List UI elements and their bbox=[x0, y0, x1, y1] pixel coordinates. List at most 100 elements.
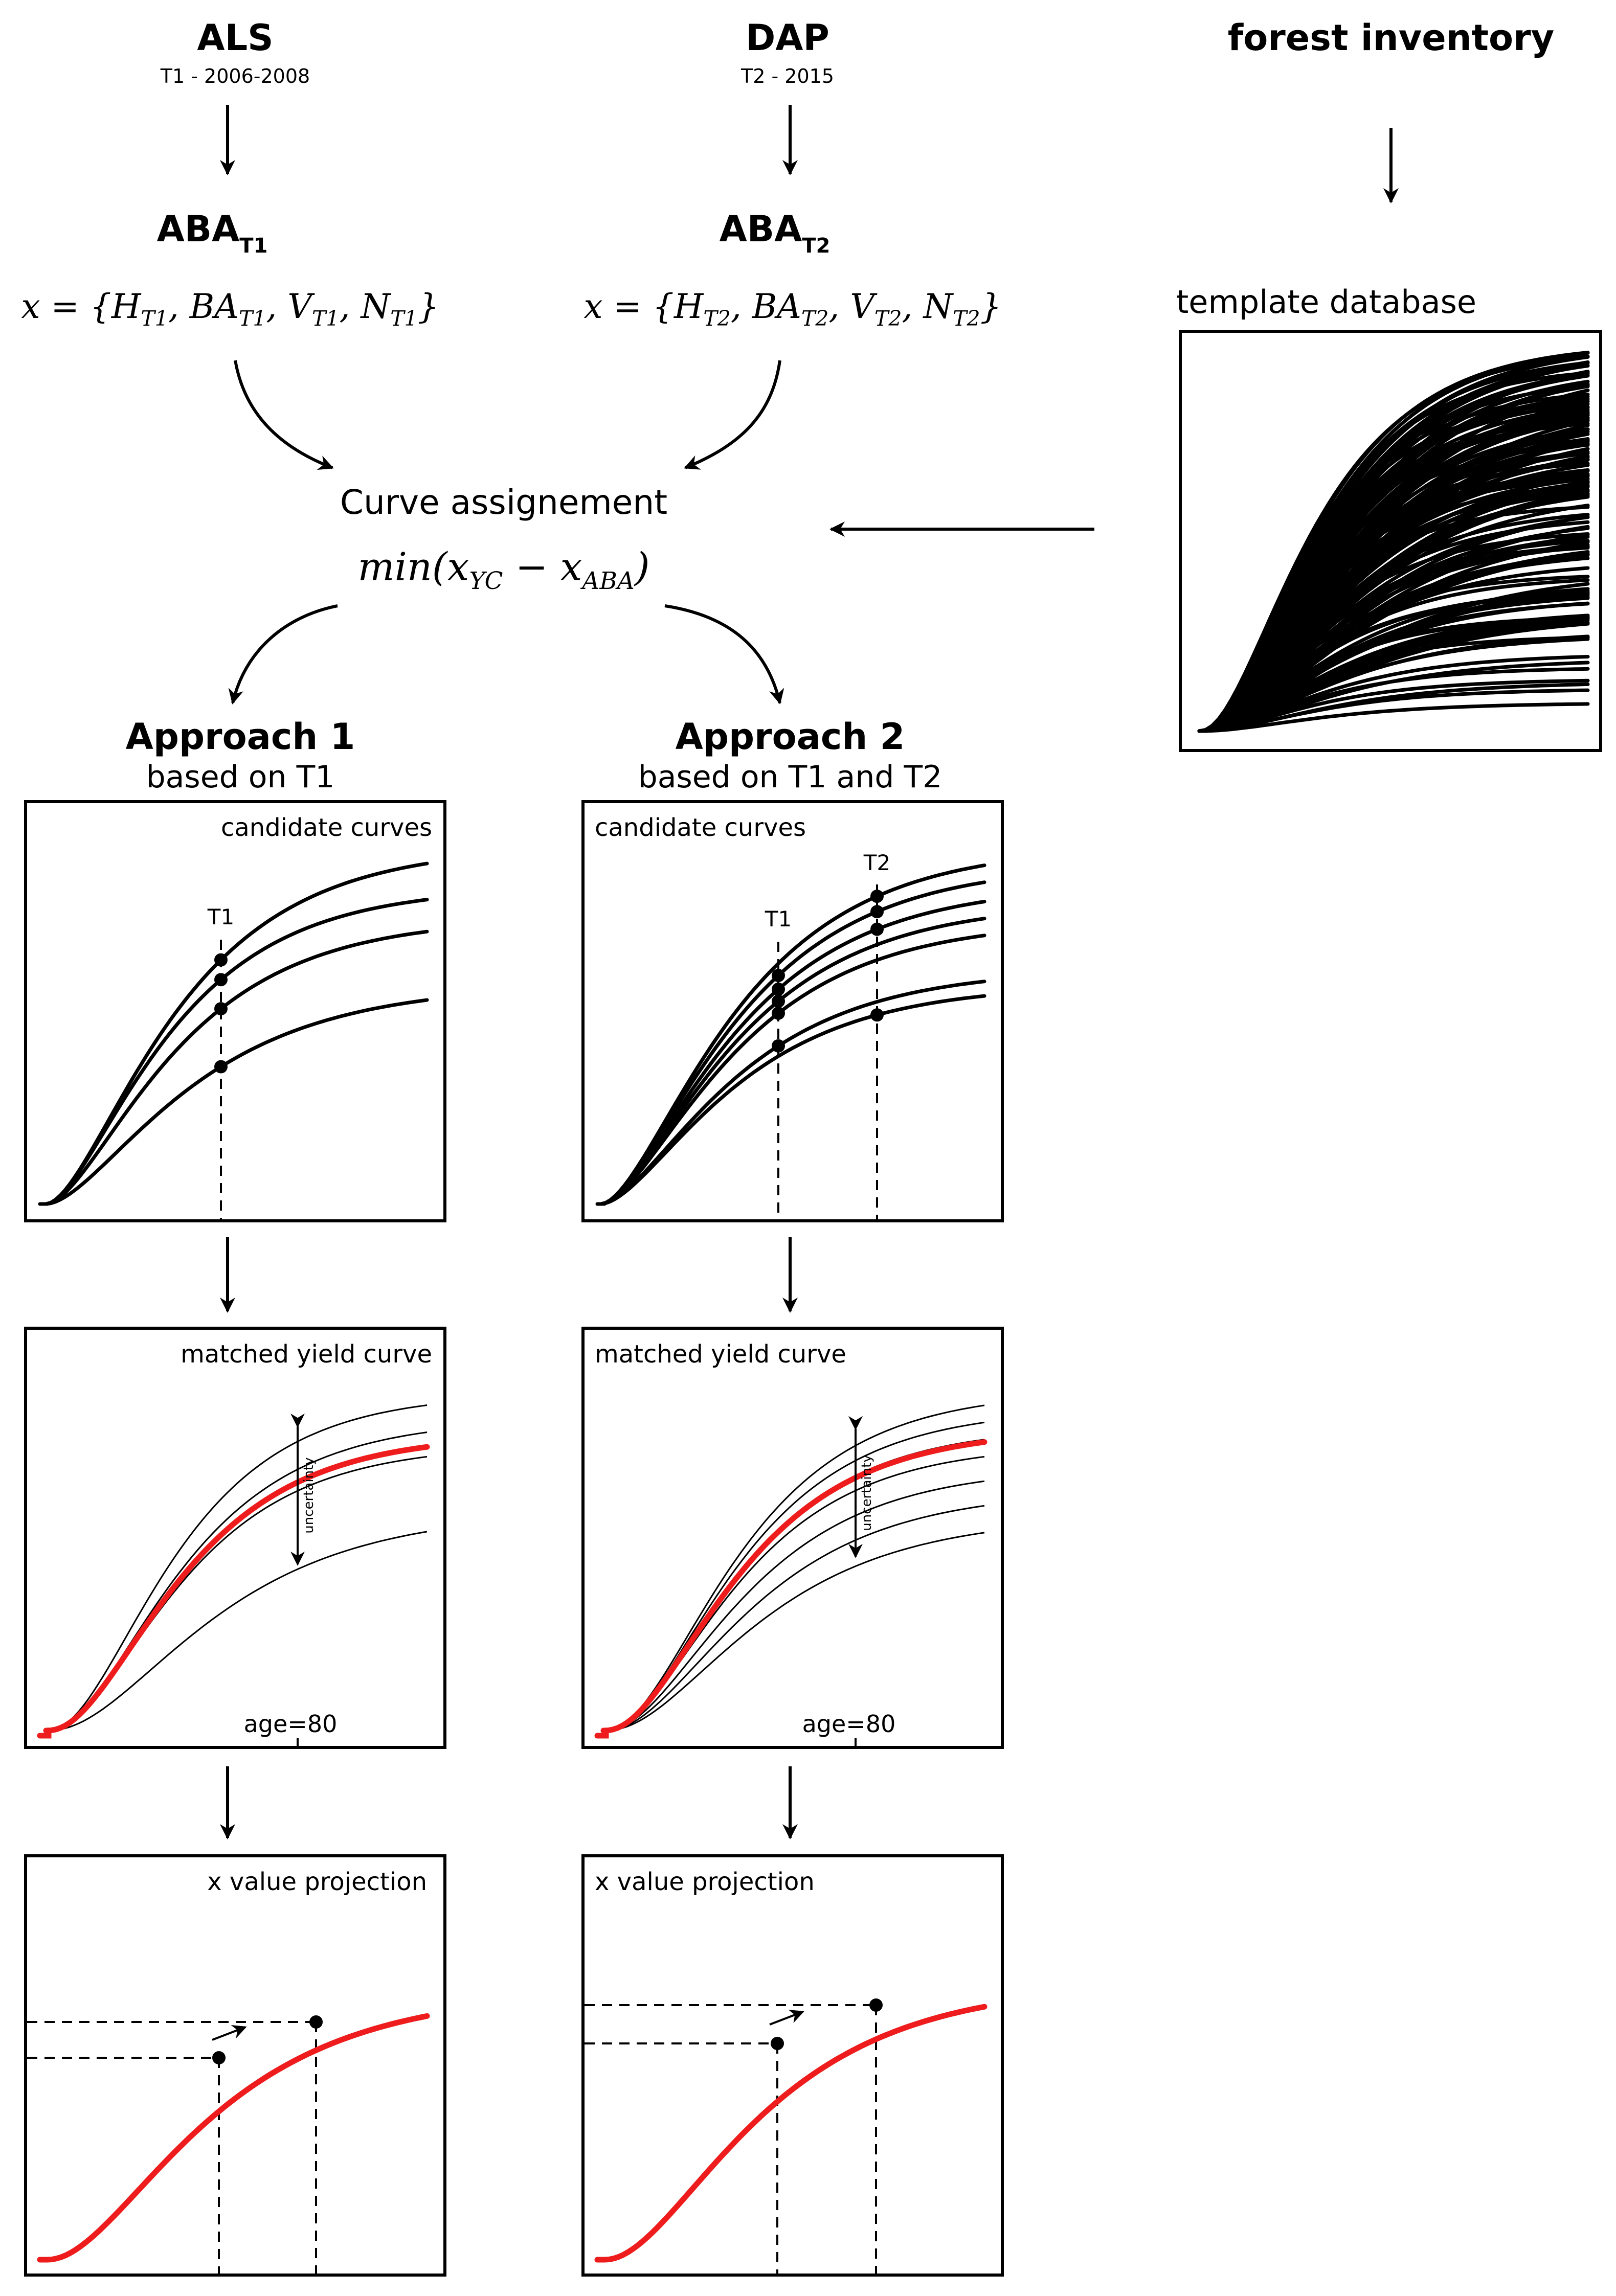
template-database-title: template database bbox=[1176, 283, 1476, 321]
candidate-curve bbox=[599, 917, 986, 1206]
t1-point bbox=[214, 1002, 228, 1016]
matched-curve bbox=[37, 2013, 430, 2263]
arrow-assignment-to-approach1 bbox=[228, 604, 338, 704]
projection-panel-label: x value projection bbox=[207, 1868, 427, 1896]
candidate-curve bbox=[603, 1532, 985, 1732]
template-curve bbox=[1197, 540, 1590, 733]
age-label: age=80 bbox=[802, 1710, 896, 1738]
aba-t1-label: ABAT1 bbox=[157, 208, 268, 258]
aba-t1-formula: x = {HT1, BAT1, VT1, NT1} bbox=[21, 287, 439, 331]
template-curve bbox=[1197, 678, 1590, 733]
candidate-panel-approach1: candidate curves T1 bbox=[24, 800, 446, 1222]
aba-t2-formula: x = {HT2, BAT2, VT2, NT2} bbox=[583, 287, 1001, 331]
template-curve bbox=[1197, 351, 1590, 733]
candidate-curve bbox=[599, 863, 986, 1206]
projection-panel-label: x value projection bbox=[595, 1868, 815, 1896]
dap-title: DAP bbox=[746, 17, 829, 59]
approach1-title: Approach 1 bbox=[126, 716, 355, 758]
candidate-panel-approach2: candidate curves T1 T2 bbox=[581, 800, 1004, 1222]
assignment-formula: min(xYC − xABA) bbox=[358, 544, 650, 595]
approach2-subtitle: based on T1 and T2 bbox=[638, 759, 942, 795]
arrow-aba-t2-to-assignment bbox=[684, 360, 781, 470]
matched-curves-approach1 bbox=[37, 1404, 430, 1739]
candidate-curve bbox=[599, 880, 986, 1206]
t1-label: T1 bbox=[765, 906, 792, 931]
matched-panel-approach2: matched yield curve uncertainty age=80 bbox=[581, 1327, 1004, 1749]
dap-subtitle: T2 - 2015 bbox=[740, 65, 834, 87]
forest-inventory-title: forest inventory bbox=[1228, 17, 1555, 59]
projection-panel-approach1: x value projection bbox=[24, 1854, 446, 2277]
template-curves bbox=[1197, 350, 1590, 733]
matched-panel-approach1: matched yield curve uncertainty age=80 bbox=[24, 1327, 446, 1749]
origin-tick bbox=[37, 1727, 52, 1739]
template-curve bbox=[1197, 481, 1590, 733]
template-curve bbox=[1197, 539, 1590, 733]
candidate-curves-approach1 bbox=[38, 861, 429, 1206]
arrow-aba-t1-to-assignment bbox=[234, 360, 334, 470]
candidate-curve bbox=[44, 861, 429, 1206]
uncertainty-label: uncertainty bbox=[301, 1457, 317, 1533]
template-curve bbox=[1197, 417, 1590, 733]
matched-curve bbox=[594, 2004, 987, 2263]
template-curve bbox=[1197, 468, 1590, 733]
t2-point bbox=[870, 922, 884, 936]
assignment-title: Curve assignement bbox=[340, 483, 667, 522]
t1-point bbox=[772, 1039, 785, 1053]
t2-label: T2 bbox=[863, 850, 890, 875]
matched-panel-frame bbox=[581, 1327, 1004, 1749]
projection-arrow bbox=[212, 2025, 247, 2041]
origin-tick bbox=[594, 1727, 609, 1739]
t1-point bbox=[772, 1006, 785, 1020]
matched-curve bbox=[43, 1444, 430, 1734]
t2-point bbox=[309, 2015, 323, 2029]
t2-point bbox=[870, 1008, 884, 1022]
candidate-curve bbox=[44, 929, 429, 1206]
matched-panel-label: matched yield curve bbox=[181, 1340, 432, 1369]
candidate-curve bbox=[599, 994, 986, 1206]
matched-curve bbox=[600, 1439, 987, 1734]
candidate-curve bbox=[46, 1404, 428, 1732]
matched-curves-approach2 bbox=[594, 1404, 987, 1739]
t1-point bbox=[772, 969, 785, 982]
template-curve bbox=[1197, 702, 1590, 733]
t1-point bbox=[212, 2051, 226, 2064]
approach1-subtitle: based on T1 bbox=[146, 759, 335, 795]
candidate-curve bbox=[44, 998, 429, 1206]
uncertainty-label: uncertainty bbox=[859, 1454, 874, 1531]
approach2-title: Approach 2 bbox=[676, 716, 905, 758]
template-curve bbox=[1197, 667, 1590, 733]
template-database-box bbox=[1179, 330, 1602, 752]
template-curve bbox=[1197, 414, 1590, 733]
projection-panel-frame bbox=[24, 1854, 446, 2277]
projection-panel-frame bbox=[581, 1854, 1004, 2277]
template-curve bbox=[1197, 526, 1590, 733]
candidate-curves-approach2 bbox=[595, 863, 986, 1206]
arrow-assignment-to-approach2 bbox=[664, 604, 784, 704]
t1-point bbox=[771, 2037, 784, 2050]
template-curve bbox=[1197, 419, 1590, 733]
candidate-panel-frame bbox=[24, 800, 446, 1222]
t2-point bbox=[870, 890, 884, 903]
t1-label: T1 bbox=[207, 904, 234, 929]
candidate-curve bbox=[603, 1404, 985, 1732]
aba-t2-label: ABAT2 bbox=[720, 208, 831, 258]
t1-point bbox=[214, 953, 228, 967]
projection-arrow bbox=[769, 2009, 804, 2026]
t1-point bbox=[214, 1060, 228, 1074]
candidate-curve bbox=[603, 1505, 985, 1732]
als-subtitle: T1 - 2006-2008 bbox=[160, 65, 310, 87]
candidate-curve bbox=[46, 1531, 428, 1732]
candidate-panel-frame bbox=[581, 800, 1004, 1222]
candidate-curve bbox=[599, 900, 986, 1206]
template-curve bbox=[1197, 634, 1590, 733]
t2-point bbox=[870, 905, 884, 919]
matched-panel-frame bbox=[24, 1327, 446, 1749]
candidate-curve bbox=[599, 934, 986, 1206]
candidate-curve bbox=[599, 980, 986, 1206]
matched-panel-label: matched yield curve bbox=[595, 1340, 846, 1369]
candidate-panel-label: candidate curves bbox=[221, 813, 432, 842]
projection-panel-approach2: x value projection bbox=[581, 1854, 1004, 2277]
template-curve bbox=[1197, 601, 1590, 733]
t1-point bbox=[214, 973, 228, 987]
